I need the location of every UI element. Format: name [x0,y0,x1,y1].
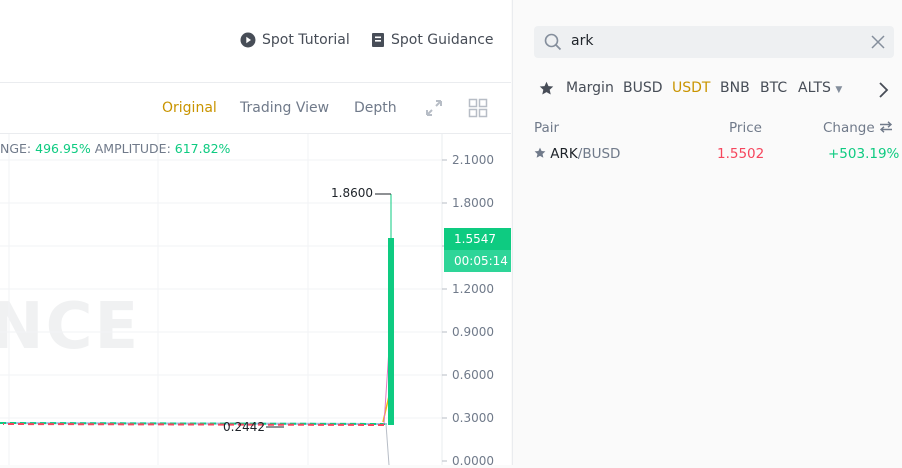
expand-icon[interactable] [424,98,444,118]
y-tick: 0.9000 [452,325,494,339]
category-usdt[interactable]: USDT [672,80,711,96]
spot-tutorial-label: Spot Tutorial [262,32,350,48]
chart-tabs: Original Trading View Depth [0,83,511,134]
candle-body [388,238,394,425]
price-cell: 1.5502 [717,146,765,162]
pair-base: ARK [550,146,578,162]
change-label: NGE: [0,141,32,156]
chart-stats: NGE: 496.95% AMPLITUDE: 617.82% [0,141,230,156]
category-btc[interactable]: BTC [760,80,788,96]
category-bnb[interactable]: BNB [720,80,750,96]
grid-layout-icon[interactable] [468,98,488,118]
pair-cell: ARK/BUSD [534,146,620,162]
chevron-right-icon[interactable] [877,81,889,99]
y-tick: 0.3000 [452,411,494,425]
pair-quote: /BUSD [577,146,621,162]
y-tick: 0.0000 [452,454,494,468]
price-line-dashed-red [2,423,386,426]
column-header-pair[interactable]: Pair [534,120,560,136]
y-tick: 0.6000 [452,368,494,382]
low-price-label: 0.2442 [223,420,265,434]
search-input[interactable]: ark [571,33,594,49]
chart-topbar: Spot Tutorial Spot Guidance [0,0,511,83]
tab-original[interactable]: Original [162,100,217,116]
tab-trading-view[interactable]: Trading View [240,100,330,116]
category-tabs: Margin BUSD USDT BNB BTC ALTS ▼ [534,80,894,102]
tab-depth[interactable]: Depth [354,100,397,116]
category-busd[interactable]: BUSD [623,80,663,96]
candle-countdown: 00:05:14 [444,250,511,272]
spot-guidance-label: Spot Guidance [391,32,494,48]
high-price-label: 1.8600 [331,186,373,200]
brand-watermark: NCE [0,290,141,364]
y-tick: 1.2000 [452,282,494,296]
caret-down-icon: ▼ [835,85,843,95]
column-header-price[interactable]: Price [729,120,762,136]
star-icon[interactable] [534,147,546,159]
y-tick: 1.8000 [452,196,494,210]
star-icon[interactable] [539,81,554,96]
category-alts-label: ALTS [798,80,831,96]
amplitude-label: AMPLITUDE: [94,141,171,156]
wick-low [385,423,390,465]
change-value: 496.95% [35,141,91,156]
spot-tutorial-button[interactable]: Spot Tutorial [240,32,350,48]
search-icon [544,33,562,51]
category-alts[interactable]: ALTS ▼ [798,80,842,96]
close-icon[interactable] [870,34,886,50]
market-panel: ark Margin BUSD USDT BNB BTC ALTS ▼ Pair… [512,0,902,465]
pair-search[interactable]: ark [534,26,894,58]
last-price-tag: 1.5547 [444,228,511,250]
change-cell: +503.19% [828,146,900,162]
swap-icon[interactable] [879,121,893,133]
candlestick-chart[interactable] [0,134,511,465]
play-circle-icon [240,32,256,48]
category-margin[interactable]: Margin [566,80,614,96]
document-icon [372,33,384,47]
column-header-change-label: Change [823,120,875,136]
y-tick: 2.1000 [452,153,494,167]
spot-guidance-button[interactable]: Spot Guidance [371,32,494,48]
amplitude-value: 617.82% [174,141,231,156]
chart-panel: Spot Tutorial Spot Guidance Original Tra… [0,0,511,468]
column-header-change[interactable]: Change [823,120,893,136]
